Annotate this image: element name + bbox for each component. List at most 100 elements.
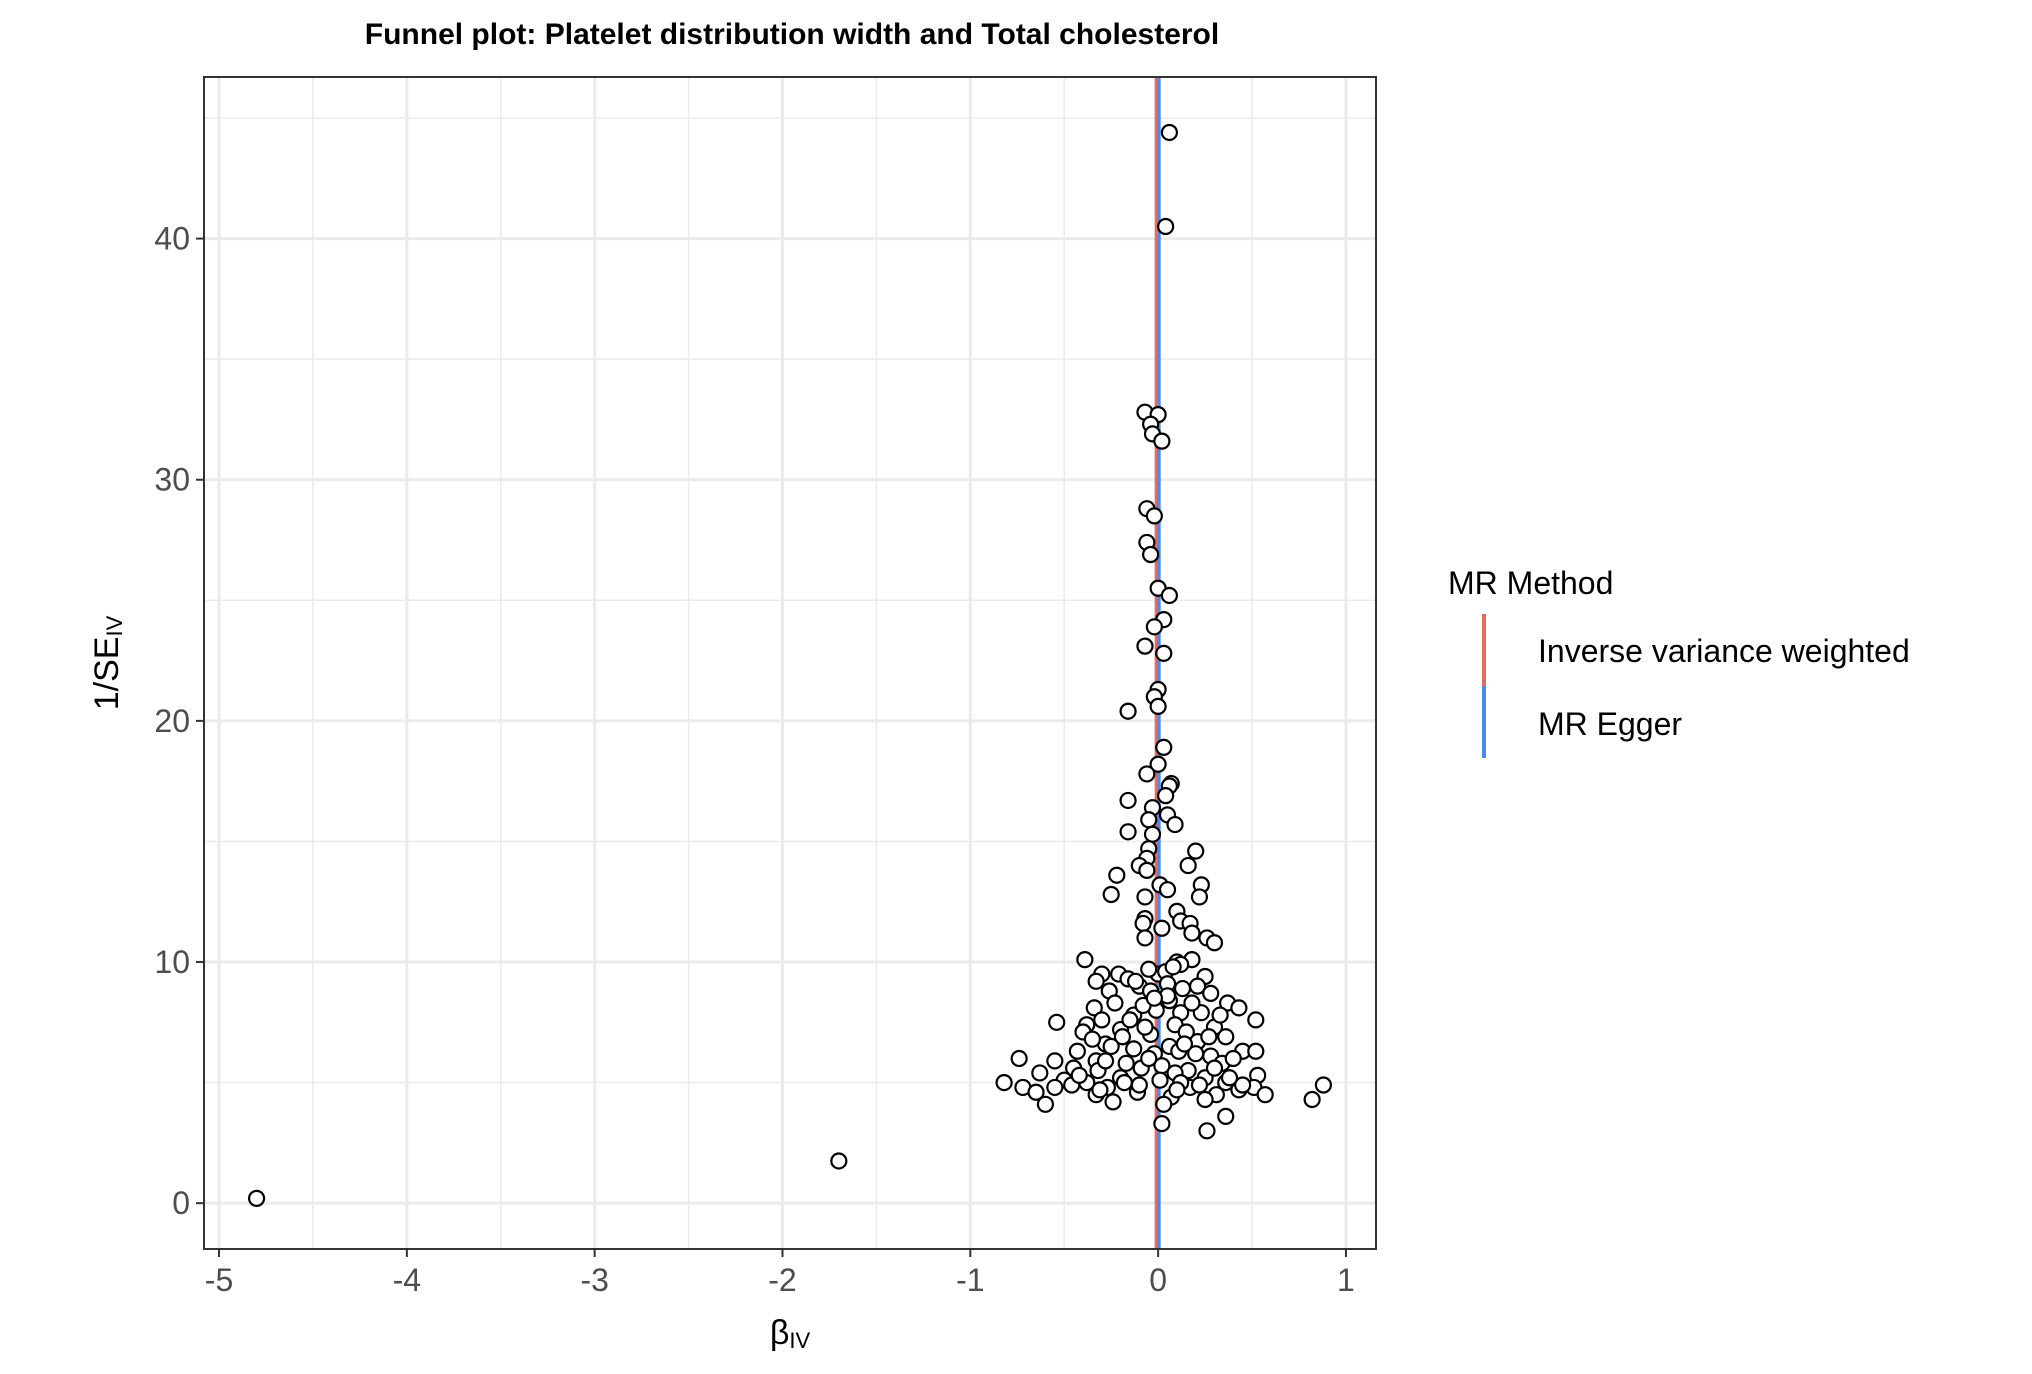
data-point (1220, 1069, 1239, 1087)
data-point (1093, 1011, 1111, 1029)
data-point (1217, 1107, 1235, 1125)
data-point (1202, 984, 1220, 1002)
data-point (1164, 958, 1182, 976)
data-point (1155, 738, 1173, 757)
minor-gridlines (204, 77, 1376, 1249)
data-point (1070, 1066, 1088, 1084)
data-point (1046, 1078, 1064, 1097)
x-tick-label: -2 (768, 1262, 796, 1298)
x-tick-label: -4 (393, 1262, 421, 1298)
data-point (1010, 1049, 1028, 1068)
x-tick-label: 0 (1149, 1262, 1167, 1298)
data-point (1140, 960, 1158, 978)
data-point (1179, 856, 1197, 875)
data-point (1158, 881, 1177, 899)
data-point (1087, 972, 1105, 990)
data-point (1119, 702, 1137, 720)
data-point (1113, 1028, 1132, 1046)
legend-key-egger (1482, 686, 1486, 758)
data-point (1117, 1054, 1135, 1072)
data-point (1145, 618, 1163, 636)
legend-title: MR Method (1448, 565, 1613, 601)
chart-title: Funnel plot: Platelet distribution width… (365, 18, 1219, 51)
data-point (1068, 1042, 1086, 1060)
y-tick-label: 30 (154, 462, 190, 498)
data-point (1076, 951, 1094, 969)
data-point (1140, 811, 1158, 829)
data-point (1155, 1095, 1173, 1113)
data-point (1138, 861, 1156, 879)
x-tick-label: -5 (205, 1262, 233, 1298)
data-point (1187, 842, 1205, 860)
data-point (1145, 989, 1163, 1007)
data-point (1190, 1076, 1209, 1094)
plot-panel (203, 76, 1377, 1250)
data-point (1187, 1045, 1205, 1063)
data-point (1247, 1011, 1265, 1029)
data-point (1096, 1052, 1115, 1070)
data-point (1091, 1081, 1109, 1099)
data-point (1048, 1013, 1066, 1031)
data-point (1160, 123, 1178, 142)
panel-border (203, 76, 1377, 1250)
data-point (1136, 1018, 1154, 1036)
data-point (1031, 1064, 1049, 1082)
data-point (1106, 994, 1124, 1012)
data-point (1119, 791, 1137, 810)
data-point (1190, 888, 1209, 906)
data-points (247, 123, 1333, 1207)
data-point (1027, 1083, 1045, 1101)
x-tick-label: -1 (956, 1262, 984, 1298)
legend: MR Method Inverse variance weighted MR E… (1448, 565, 1910, 758)
data-point (1234, 1076, 1252, 1094)
x-axis-label-main: β (770, 1314, 790, 1352)
data-point (1102, 1037, 1120, 1056)
data-point (1126, 972, 1145, 990)
data-point (1134, 914, 1152, 933)
data-point (1196, 1090, 1214, 1109)
data-point (1183, 994, 1201, 1012)
data-point (1149, 755, 1167, 773)
data-point (1102, 885, 1120, 904)
data-point (1198, 1122, 1216, 1140)
y-axis-label-sub: IV (102, 615, 127, 636)
data-point (1104, 1093, 1122, 1111)
y-axis-label: 1/SEIV (88, 615, 127, 710)
y-tick-label: 10 (154, 944, 190, 980)
data-point (1173, 979, 1192, 998)
x-axis: -5 -4 -3 -2 -1 0 1 (205, 1249, 1355, 1298)
data-point (1036, 1095, 1055, 1113)
data-point (1136, 929, 1154, 947)
data-point (1140, 1049, 1158, 1068)
data-point (1046, 1052, 1064, 1070)
data-point (1153, 919, 1171, 937)
data-point (1205, 934, 1224, 952)
data-point (1224, 1049, 1242, 1068)
data-point (1160, 586, 1178, 605)
data-point (1143, 825, 1162, 843)
data-point (1138, 765, 1156, 783)
x-axis-label-sub: IV (789, 1328, 810, 1353)
x-axis-label: βIV (770, 1314, 811, 1353)
data-point (1153, 432, 1171, 450)
data-point (1121, 1011, 1139, 1029)
data-point (1256, 1086, 1274, 1104)
data-point (1230, 999, 1248, 1017)
data-point (1166, 815, 1184, 834)
data-point (1125, 1040, 1143, 1058)
data-point (995, 1074, 1013, 1092)
y-tick-label: 20 (154, 703, 190, 739)
y-axis-label-main: 1/SE (88, 637, 126, 711)
data-point (830, 1152, 848, 1170)
x-tick-label: -3 (580, 1262, 608, 1298)
data-point (1085, 999, 1103, 1017)
legend-label-ivw: Inverse variance weighted (1538, 633, 1910, 669)
data-point (1149, 697, 1167, 716)
data-point (1157, 217, 1175, 236)
data-point (1142, 545, 1160, 564)
data-point (1136, 637, 1154, 655)
data-point (1136, 888, 1154, 906)
data-point (1200, 1028, 1218, 1046)
legend-key-ivw (1482, 614, 1486, 686)
